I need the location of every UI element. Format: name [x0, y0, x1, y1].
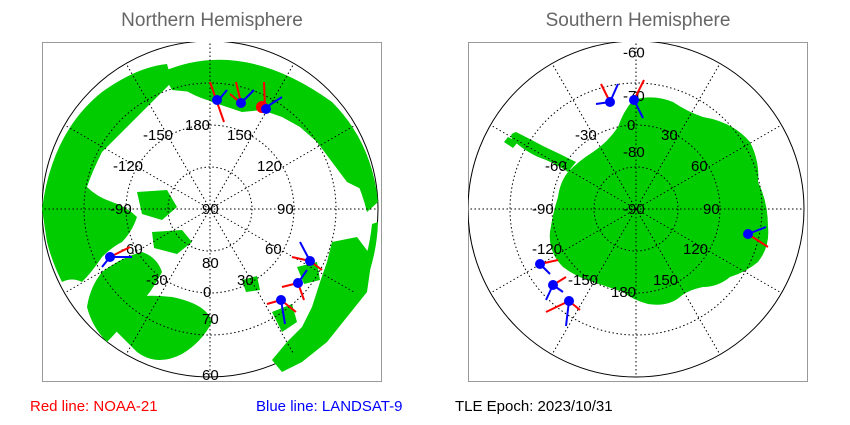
north-lat-label: 80 — [202, 255, 219, 272]
north-lon-label: -60 — [121, 241, 143, 258]
south-panel-title: Southern Hemisphere — [545, 10, 731, 31]
south-lat-label: -90 — [623, 201, 645, 218]
north-lon-label: 120 — [257, 158, 282, 175]
south-lon-label: 180 — [611, 284, 636, 301]
south-lon-label: -30 — [575, 127, 597, 144]
south-lon-label: 120 — [683, 241, 708, 258]
north-longitude-labels: 180 150 120 90 60 30 0 -30 -60 -90 -120 … — [110, 117, 294, 301]
north-station-marker — [293, 278, 303, 288]
north-lat-label: 70 — [202, 311, 219, 328]
legend-epoch: TLE Epoch: 2023/10/31 — [455, 398, 613, 415]
north-lon-label: -120 — [113, 158, 143, 175]
south-station-marker — [548, 280, 558, 290]
south-lon-label: 60 — [691, 158, 708, 175]
south-lon-label: 150 — [653, 272, 678, 289]
north-lon-label: 0 — [203, 284, 211, 301]
south-lon-label: -120 — [532, 241, 562, 258]
south-lat-label: -80 — [623, 144, 645, 161]
south-lon-label: 0 — [627, 117, 635, 134]
north-lon-label: 90 — [277, 201, 294, 218]
south-station-marker — [564, 296, 574, 306]
south-longitude-labels: 0 30 60 90 120 150 180 -150 -120 -90 -60… — [532, 117, 720, 301]
north-lon-label: -150 — [143, 127, 173, 144]
south-polar-map: 0 30 60 90 120 150 180 -150 -120 -90 -60… — [468, 42, 808, 382]
north-lat-label: 90 — [202, 201, 219, 218]
north-lon-label: 30 — [237, 272, 254, 289]
legend-red-line: Red line: NOAA-21 — [30, 398, 158, 415]
south-lon-label: -60 — [545, 158, 567, 175]
north-panel-title: Northern Hemisphere — [121, 10, 303, 31]
north-station-marker — [261, 104, 271, 114]
south-station-marker — [743, 229, 753, 239]
south-station-markers — [535, 79, 769, 327]
north-lon-label: -90 — [110, 201, 132, 218]
north-station-marker — [305, 256, 315, 266]
south-station-marker — [605, 97, 615, 107]
south-lon-label: 90 — [703, 201, 720, 218]
north-polar-map: 180 150 120 90 60 30 0 -30 -60 -90 -120 … — [42, 42, 382, 382]
north-graticule — [42, 42, 378, 377]
north-station-marker — [105, 252, 115, 262]
south-station-marker — [535, 259, 545, 269]
south-landmasses — [504, 97, 769, 305]
north-lat-label: 60 — [202, 367, 219, 382]
north-lon-label: 60 — [265, 241, 282, 258]
north-lon-label: -30 — [146, 272, 168, 289]
south-station-marker — [629, 95, 639, 105]
north-latitude-labels: 90 80 70 60 — [202, 201, 219, 382]
north-station-marker — [236, 98, 246, 108]
north-lon-label: 150 — [227, 127, 252, 144]
north-station-marker — [276, 295, 286, 305]
north-lon-label: 180 — [185, 117, 210, 134]
south-lon-label: -150 — [568, 272, 598, 289]
south-graticule — [468, 42, 804, 377]
south-lon-label: -90 — [532, 201, 554, 218]
south-lat-label: -60 — [623, 44, 645, 61]
north-station-markers — [101, 81, 323, 325]
legend-blue-line: Blue line: LANDSAT-9 — [256, 398, 403, 415]
north-station-marker — [212, 95, 222, 105]
south-lon-label: 30 — [661, 127, 678, 144]
